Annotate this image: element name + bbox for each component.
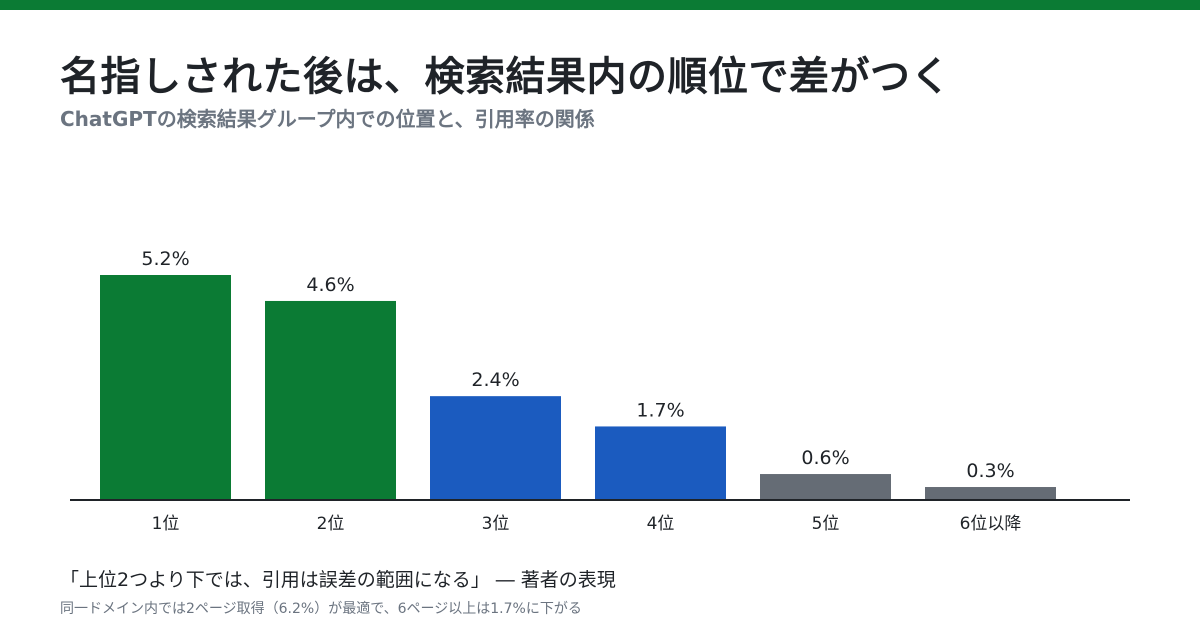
- bar-3: [430, 396, 561, 500]
- category-label-2: 2位: [317, 514, 345, 534]
- bar-5: [760, 474, 891, 500]
- category-label-6: 6位以降: [960, 514, 1022, 534]
- value-label-3: 2.4%: [471, 369, 519, 391]
- category-label-3: 3位: [482, 514, 510, 534]
- bars-group: [100, 275, 1056, 500]
- bar-6: [925, 487, 1056, 500]
- value-label-2: 4.6%: [306, 274, 354, 296]
- category-label-1: 1位: [152, 514, 180, 534]
- value-label-5: 0.6%: [801, 447, 849, 469]
- value-label-6: 0.3%: [966, 460, 1014, 482]
- chart-subtitle: ChatGPTの検索結果グループ内での位置と、引用率の関係: [60, 107, 595, 131]
- chart-title: 名指しされた後は、検索結果内の順位で差がつく: [60, 54, 951, 100]
- bar-4: [595, 426, 726, 500]
- category-labels-group: 1位 2位 3位 4位 5位 6位以降: [152, 514, 1022, 534]
- value-label-4: 1.7%: [636, 399, 684, 421]
- value-label-1: 5.2%: [141, 248, 189, 270]
- footer-quote: 「上位2つより下では、引用は誤差の範囲になる」 ― 著者の表現: [60, 569, 616, 591]
- footer-note: 同一ドメイン内では2ページ取得（6.2%）が最適で、6ページ以上は1.7%に下が…: [60, 601, 582, 617]
- bar-1: [100, 275, 231, 500]
- value-labels-group: 5.2% 4.6% 2.4% 1.7% 0.6% 0.3%: [141, 248, 1014, 482]
- bar-2: [265, 300, 396, 500]
- category-label-5: 5位: [812, 514, 840, 534]
- top-accent-bar: [0, 0, 1200, 10]
- category-label-4: 4位: [647, 514, 675, 534]
